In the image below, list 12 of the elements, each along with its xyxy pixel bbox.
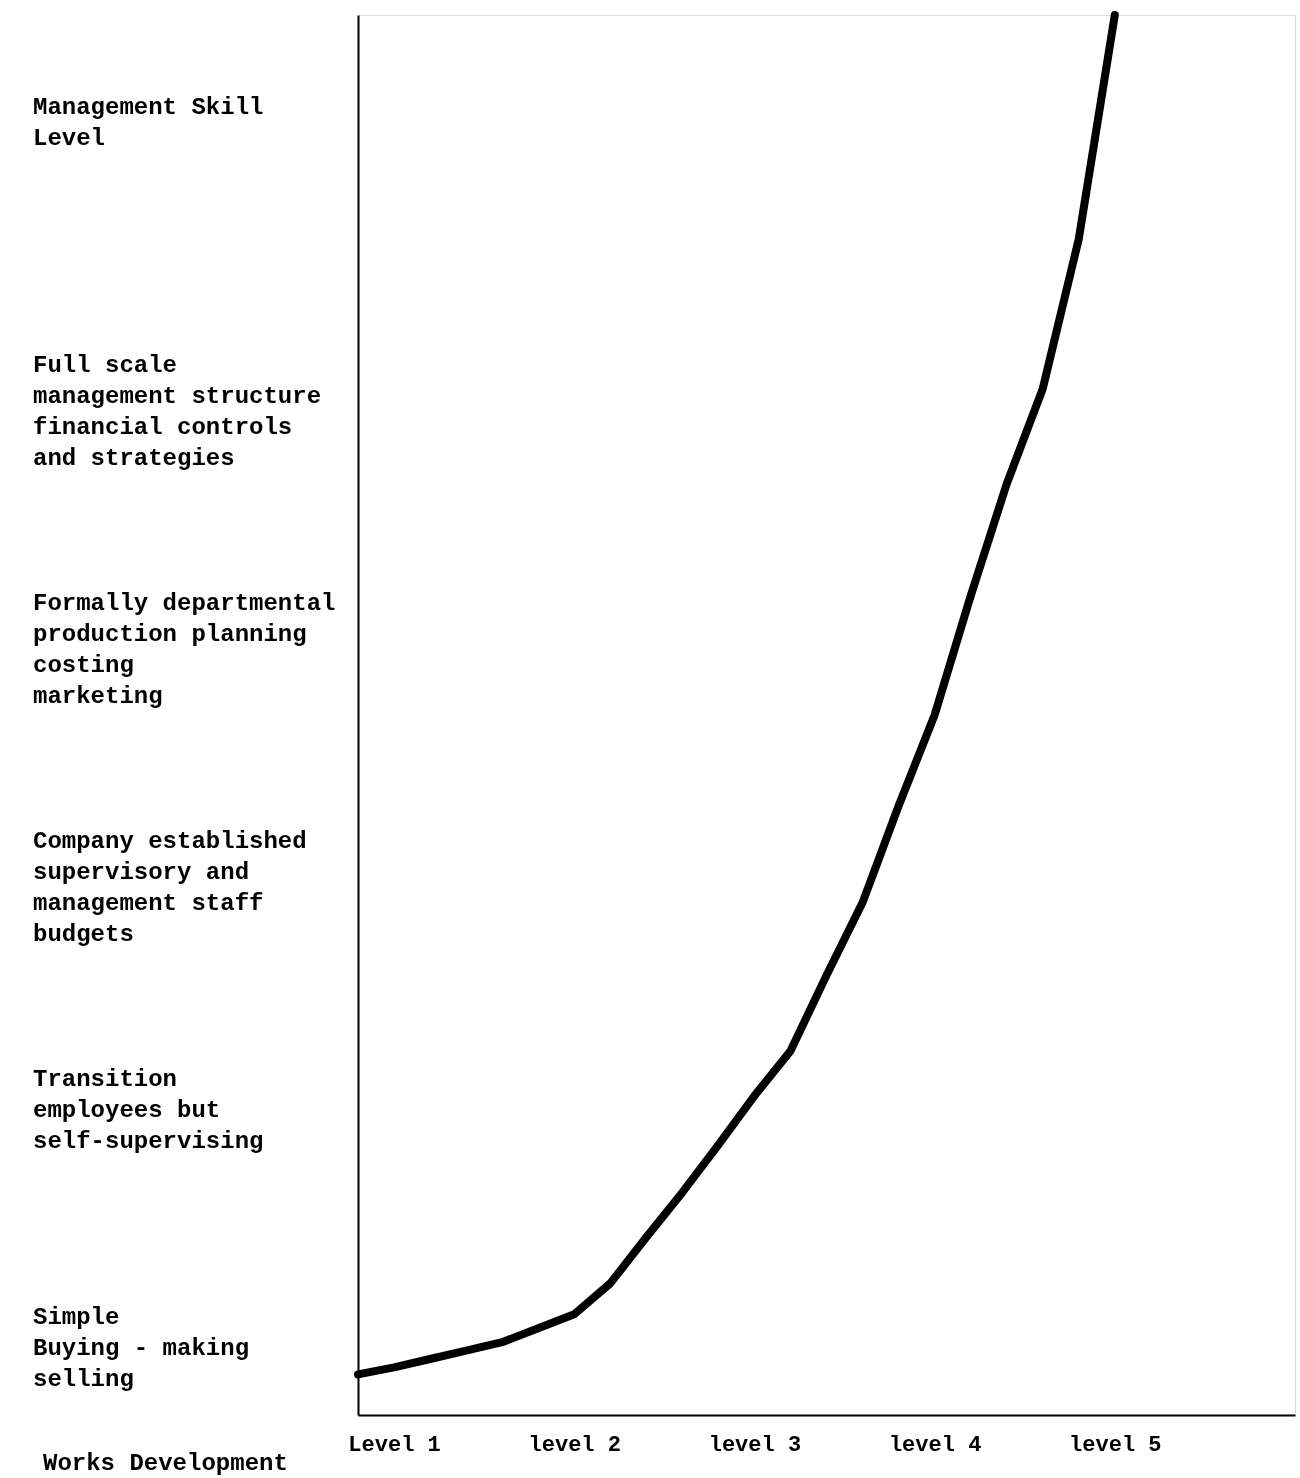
text: Full scale management structure financial controls and strategies (33, 352, 322, 472)
x-tick-label: level 3 (708, 1432, 802, 1458)
x-tick-label: Level 1 (348, 1432, 441, 1458)
x-tick-label: level 4 (888, 1432, 982, 1458)
x-tick-label: level 2 (528, 1432, 621, 1458)
x-tick-label: level 5 (1069, 1432, 1162, 1458)
text: Formally departmental production planning costing marketing (33, 590, 336, 710)
y-axis-title: Management Skill Level (33, 94, 264, 152)
text: Simple Buying - making selling (33, 1304, 250, 1393)
text: Company established supervisory and management staff budgets (33, 828, 307, 948)
x-axis-title: Works Development (43, 1450, 288, 1477)
text: Transition employees but self-supervising (33, 1066, 264, 1155)
